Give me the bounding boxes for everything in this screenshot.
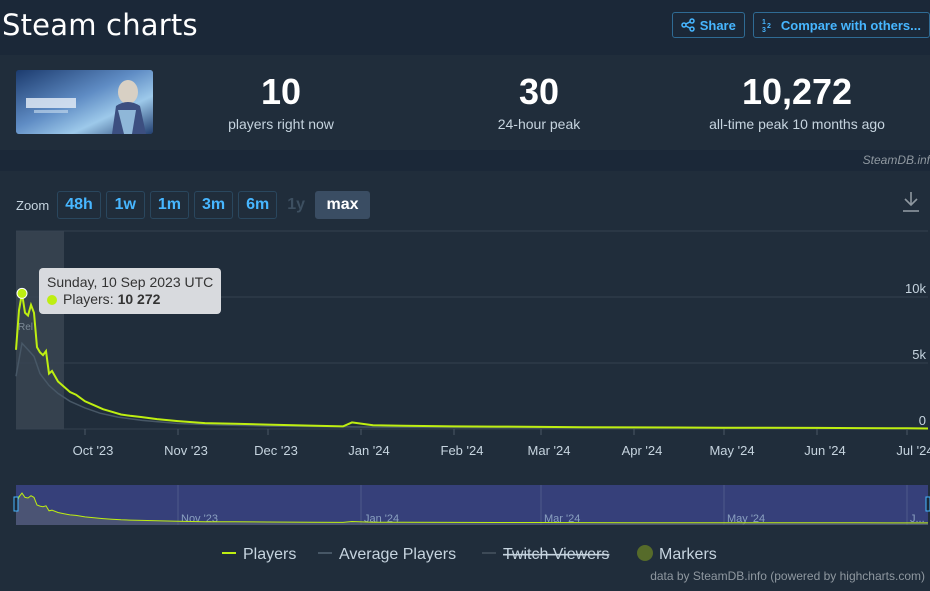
legend-label: Average Players <box>339 546 456 563</box>
stat-value: 10,272 <box>741 71 853 112</box>
chart-tooltip: Sunday, 10 Sep 2023 UTC Players: 10 272 <box>39 268 222 314</box>
y-tick-label: 5k <box>912 347 926 362</box>
zoom-3m-button[interactable]: 3m <box>193 191 234 219</box>
peak-point[interactable] <box>16 287 28 299</box>
average-players-series-line <box>15 341 929 430</box>
svg-text:3: 3 <box>762 27 766 32</box>
chart-series <box>15 287 929 430</box>
release-marker-label: Rel <box>18 322 33 333</box>
legend-label: Markers <box>659 546 717 563</box>
compare-button[interactable]: 1 2 3 Compare with others... <box>752 12 930 38</box>
legend-item-players[interactable]: Players <box>222 546 296 563</box>
x-tick-label: Dec '23 <box>254 443 298 458</box>
legend-label: Twitch Viewers <box>503 546 609 563</box>
download-icon[interactable] <box>902 191 920 213</box>
tooltip-date: Sunday, 10 Sep 2023 UTC <box>47 274 214 290</box>
zoom-controls: Zoom 48h 1w 1m 3m 6m 1y max <box>16 191 370 219</box>
navigator-area <box>16 493 928 525</box>
chart-navigator[interactable]: Nov '23 Jan '24 Mar '24 May '24 J... <box>13 485 930 525</box>
stat-label: players right now <box>228 116 334 132</box>
x-tick-label: Jan '24 <box>348 443 390 458</box>
x-axis-labels: Oct '23 Nov '23 Dec '23 Jan '24 Feb '24 Mar '… <box>73 429 930 458</box>
zoom-label: Zoom <box>16 197 50 213</box>
game-header-image[interactable] <box>16 70 153 134</box>
legend-item-markers[interactable]: Markers <box>637 545 717 563</box>
navigator-label: May '24 <box>727 513 765 525</box>
stat-all-time-peak: 10,272 all-time peak 10 months ago <box>686 71 908 133</box>
chart-panel: Zoom 48h 1w 1m 3m 6m 1y max Rel 0 5k 10k O… <box>0 171 930 591</box>
zoom-48h-button[interactable]: 48h <box>57 191 101 219</box>
stat-value: 10 <box>260 71 302 112</box>
stat-label: all-time peak 10 months ago <box>709 116 885 132</box>
steamdb-watermark: SteamDB.inf <box>862 153 930 167</box>
stat-label: 24-hour peak <box>497 116 581 132</box>
legend-item-twitch-viewers[interactable]: Twitch Viewers <box>482 546 609 563</box>
stats-panel: 10 players right now 30 24-hour peak 10,… <box>0 55 930 150</box>
navigator-left-handle[interactable] <box>13 496 19 512</box>
zoom-6m-button[interactable]: 6m <box>238 191 278 219</box>
x-tick-label: Mar '24 <box>528 443 571 458</box>
tooltip-row: Players: 10 272 <box>47 291 213 308</box>
share-label: Share <box>699 17 736 33</box>
y-axis-labels: 0 5k 10k <box>905 281 926 428</box>
compare-icon: 1 2 3 <box>762 19 771 32</box>
svg-text:1: 1 <box>762 19 766 26</box>
chart-legend: Players Average Players Twitch Viewers Mark… <box>222 545 717 563</box>
share-button[interactable]: Share <box>671 12 745 38</box>
y-tick-label: 0 <box>919 413 926 428</box>
legend-symbol <box>637 545 653 561</box>
x-tick-label: Nov '23 <box>164 443 208 458</box>
page-title: Steam charts <box>2 8 198 42</box>
stat-players-now: 10 players right now <box>200 71 362 133</box>
y-tick-label: 10k <box>905 281 926 296</box>
players-series-line <box>15 293 929 430</box>
compare-label: Compare with others... <box>780 17 921 33</box>
x-tick-label: Jun '24 <box>804 443 846 458</box>
navigator-label: J... <box>910 513 925 525</box>
game-art-icon <box>16 70 153 134</box>
player-chart[interactable]: Rel 0 5k 10k Oct '23 Nov '23 Dec '23 Jan '24 F… <box>0 171 930 591</box>
svg-text:2: 2 <box>767 23 771 30</box>
zoom-1w-button[interactable]: 1w <box>105 191 145 219</box>
tooltip-value: 10 272 <box>117 291 161 307</box>
share-icon <box>680 18 695 32</box>
x-tick-label: Jul '24 <box>896 443 930 458</box>
navigator-right-handle[interactable] <box>925 496 930 512</box>
x-tick-label: May '24 <box>709 443 754 458</box>
chart-credit: data by SteamDB.info (powered by highcha… <box>650 569 925 583</box>
zoom-1y-button: 1y <box>287 196 305 213</box>
release-marker-band[interactable] <box>16 231 64 429</box>
stat-value: 30 <box>518 71 560 112</box>
stat-24h-peak: 30 24-hour peak <box>458 71 620 133</box>
chart-grid <box>16 230 928 430</box>
navigator-label: Mar '24 <box>544 513 580 525</box>
tooltip-series-dot <box>47 294 57 305</box>
legend-item-average-players[interactable]: Average Players <box>318 546 456 563</box>
navigator-line <box>15 492 928 524</box>
x-tick-label: Feb '24 <box>441 443 484 458</box>
legend-label: Players <box>243 546 296 563</box>
tooltip-series-name: Players: <box>63 291 114 307</box>
x-tick-label: Apr '24 <box>622 443 663 458</box>
navigator-selection[interactable] <box>16 485 928 525</box>
header-actions: Share 1 2 3 Compare with others... <box>671 12 930 38</box>
zoom-max-button[interactable]: max <box>314 191 370 219</box>
zoom-1m-button[interactable]: 1m <box>149 191 189 219</box>
x-tick-label: Oct '23 <box>73 443 114 458</box>
